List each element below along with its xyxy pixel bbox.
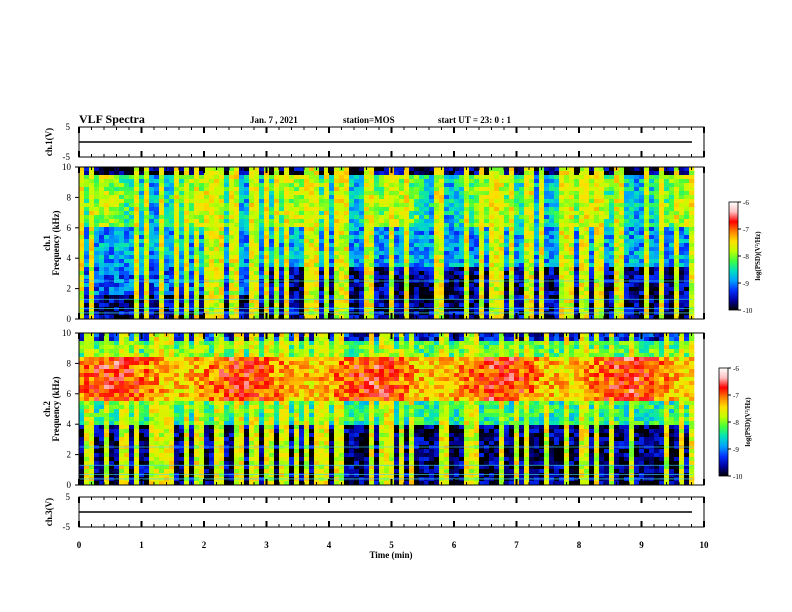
colorbar-tick-label: -6 xyxy=(733,365,739,373)
x-tick-label: 10 xyxy=(700,540,710,550)
x-axis-label: Time (min) xyxy=(369,550,412,560)
date-label: Jan. 7 , 2021 xyxy=(250,115,298,125)
y-tick-label: 10 xyxy=(62,328,72,338)
x-tick-label: 3 xyxy=(264,540,269,550)
ch3-waveform-panel: 5 -5 ch.3(V) xyxy=(44,492,705,532)
y-tick-label: 2 xyxy=(67,284,72,294)
ch2-spectrogram-image xyxy=(79,333,695,486)
y-tick-label: 6 xyxy=(67,389,72,399)
colorbar-tick-label: -9 xyxy=(743,280,749,288)
y-tick-label: 6 xyxy=(67,223,72,233)
colorbar-tick-label: -10 xyxy=(733,473,743,481)
x-tick-label: 5 xyxy=(389,540,394,550)
x-tick-label: 9 xyxy=(639,540,644,550)
x-tick-label: 4 xyxy=(327,540,332,550)
x-tick-label: 6 xyxy=(452,540,457,550)
x-axis-tick-labels: 0 1 2 3 4 5 6 7 8 9 10 xyxy=(77,540,709,550)
ch2-colorbar: -6 -7 -8 -9 -10 log(PSD)(V²/Hz) xyxy=(718,365,752,481)
ch3-wave-ytick-top: 5 xyxy=(66,492,71,502)
colorbar-tick-label: -9 xyxy=(733,446,739,454)
ch1-spec-ylabel-line1: ch.1 xyxy=(42,235,52,251)
ch2-spectrogram-panel: 0 2 4 6 8 10 ch.2 Frequency (kHz) xyxy=(42,328,705,490)
ch1-spectrogram-image xyxy=(79,167,695,320)
colorbar-tick-label: -10 xyxy=(743,307,753,315)
x-tick-label: 8 xyxy=(577,540,582,550)
y-tick-label: 8 xyxy=(67,192,72,202)
ch1-waveform-panel: 5 -5 ch.1(V) xyxy=(44,122,705,162)
x-tick-label: 0 xyxy=(77,540,82,550)
y-tick-label: 0 xyxy=(67,480,72,490)
ch2-spec-ylabel-line2: Frequency (kHz) xyxy=(51,376,61,441)
y-tick-label: 4 xyxy=(67,253,72,263)
ch2-colorbar-label: log(PSD)(V²/Hz) xyxy=(744,397,752,447)
y-tick-label: 8 xyxy=(67,358,72,368)
colorbar-tick-label: -7 xyxy=(733,392,739,400)
page-title: VLF Spectra xyxy=(79,112,145,126)
x-tick-label: 2 xyxy=(202,540,207,550)
y-tick-label: 0 xyxy=(67,314,72,324)
ch1-colorbar: -6 -7 -8 -9 -10 log(PSD)(V²/Hz) xyxy=(728,199,762,315)
ch3-wave-ylabel: ch.3(V) xyxy=(44,498,54,526)
ch1-wave-ylabel: ch.1(V) xyxy=(44,128,54,156)
colorbar-tick-label: -8 xyxy=(743,253,749,261)
start-time-label: start UT = 23: 0 : 1 xyxy=(438,115,511,125)
ch1-spec-ylabel-line2: Frequency (kHz) xyxy=(51,210,61,275)
ch1-wave-ytick-bottom: -5 xyxy=(63,152,71,162)
colorbar-tick-label: -7 xyxy=(743,226,749,234)
y-tick-label: 4 xyxy=(67,419,72,429)
ch1-wave-ytick-top: 5 xyxy=(66,122,71,132)
ch1-colorbar-label: log(PSD)(V²/Hz) xyxy=(754,231,762,281)
colorbar-tick-label: -8 xyxy=(733,419,739,427)
ch3-wave-ytick-bottom: -5 xyxy=(63,522,71,532)
colorbar-tick-label: -6 xyxy=(743,199,749,207)
y-tick-label: 10 xyxy=(62,162,72,172)
ch1-spectrogram-panel: 0 2 4 6 8 10 ch.1 Frequency (kHz) xyxy=(42,162,705,324)
x-tick-label: 1 xyxy=(139,540,144,550)
x-tick-label: 7 xyxy=(514,540,519,550)
y-tick-label: 2 xyxy=(67,450,72,460)
station-label: station=MOS xyxy=(343,115,395,125)
ch2-spec-ylabel-line1: ch.2 xyxy=(42,401,52,417)
